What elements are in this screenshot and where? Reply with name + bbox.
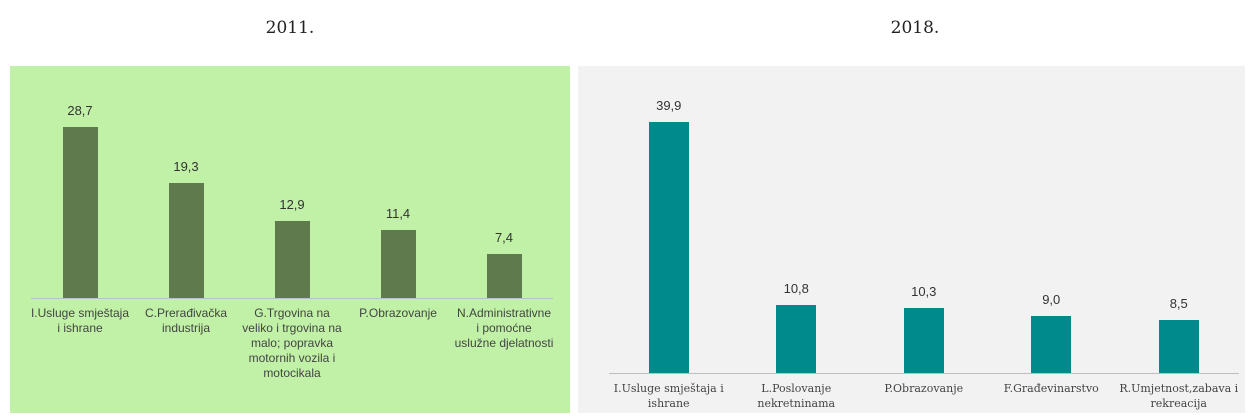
chart-title: 2018.: [890, 18, 940, 38]
data-label: 7,4: [494, 229, 514, 245]
chart-title: 2011.: [265, 18, 315, 38]
bar: [1158, 319, 1199, 373]
bar: [903, 308, 944, 373]
x-tick-label: F.Građevinarstvo: [1003, 382, 1099, 395]
bar: [274, 221, 310, 298]
x-tick-label: G.Trgovina na veliko i trgovina na malo;…: [242, 306, 342, 380]
bar: [648, 122, 689, 373]
data-label: 28,7: [67, 103, 93, 118]
chart-panel: 39,9 I.Usluge smještaja i ishrane 10,8 L.Po…: [578, 66, 1245, 413]
bar: [168, 183, 204, 298]
data-label: 12,9: [279, 197, 305, 213]
data-label: 8,5: [1169, 295, 1188, 311]
data-label: 11,4: [385, 206, 411, 222]
x-tick-label: P.Obrazovanje: [359, 306, 437, 320]
data-label: 10,3: [911, 284, 937, 300]
bar: [486, 253, 522, 298]
bar: [380, 230, 416, 298]
x-tick-label: N.Administrativne i pomoćne uslužne djel…: [454, 306, 554, 350]
data-label: 10,8: [783, 281, 809, 297]
data-label: 39,9: [656, 98, 682, 113]
x-tick-label: I.Usluge smještaja i ishrane: [613, 382, 724, 410]
chart-panel: 28,7 I.Usluge smještaja i ishrane 19,3 C.Pr…: [10, 66, 570, 413]
data-label: 9,0: [1042, 292, 1061, 308]
x-tick-label: P.Obrazovanje: [884, 382, 964, 395]
data-label: 19,3: [173, 159, 199, 174]
bar: [776, 305, 817, 373]
bar: [1031, 316, 1072, 373]
x-tick-label: C.Prerađivačka industrija: [144, 306, 228, 335]
baseline: [609, 373, 1239, 374]
baseline: [31, 298, 553, 299]
x-tick-label: L.Poslovanje nekretninama: [757, 382, 836, 410]
bar: [62, 127, 98, 298]
x-tick-label: I.Usluge smještaja i ishrane: [30, 306, 130, 335]
x-tick-label: R.Umjetnost,zabava i rekreacija: [1119, 382, 1239, 410]
